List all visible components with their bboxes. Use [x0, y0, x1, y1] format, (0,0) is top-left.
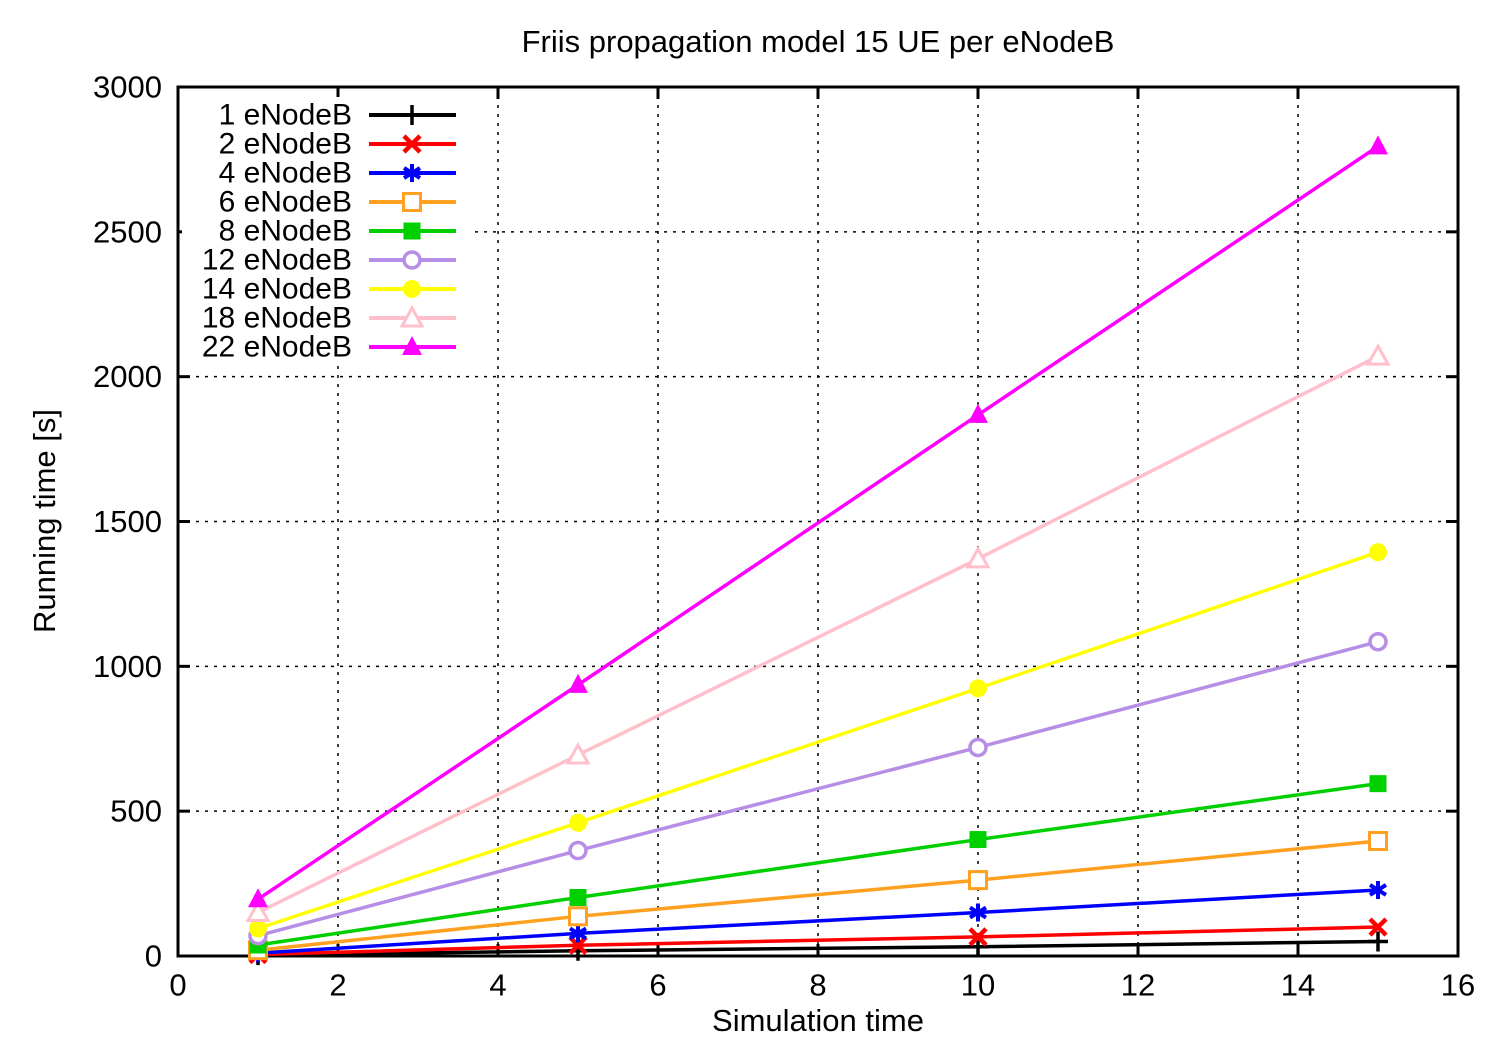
series-line [257, 550, 1379, 931]
y-tick-label: 2500 [93, 214, 162, 249]
marker-square-open [568, 906, 588, 927]
legend-label: 8 eNodeB [219, 215, 352, 248]
marker-triangle-open [245, 899, 271, 923]
series-8-eNodeB [249, 775, 1387, 954]
series-18-eNodeB [245, 343, 1391, 923]
y-tick-label: 2000 [93, 359, 162, 394]
series-line [257, 939, 1379, 957]
marker-asterisk [568, 924, 588, 943]
marker-triangle-filled [568, 673, 588, 693]
marker-square-filled [969, 831, 987, 849]
chart-title: Friis propagation model 15 UE per eNodeB [521, 24, 1115, 59]
marker-plus [402, 105, 422, 125]
series-22-eNodeB [248, 135, 1388, 908]
legend-label: 6 eNodeB [219, 186, 352, 219]
series-line [257, 925, 1379, 957]
legend-item-6-eNodeB: 6 eNodeB [219, 186, 456, 219]
x-axis-label: Simulation time [712, 1003, 924, 1038]
marker-circle-filled [569, 813, 587, 832]
y-tick-label: 3000 [93, 70, 162, 105]
legend-label: 12 eNodeB [202, 244, 352, 277]
y-tick-labels: 0 500 1000 1500 2000 2500 3000 [93, 70, 162, 974]
marker-x [402, 134, 422, 154]
x-tick-label: 2 [329, 967, 346, 1002]
series-line [257, 888, 1379, 955]
x-tick-label: 14 [1281, 967, 1315, 1002]
legend-label: 1 eNodeB [219, 99, 352, 132]
marker-triangle-open [965, 545, 991, 569]
marker-square-filled [569, 888, 587, 906]
marker-x [568, 935, 588, 955]
x-tick-label: 10 [961, 967, 995, 1002]
legend-item-4-eNodeB: 4 eNodeB [219, 157, 456, 190]
marker-circle-filled [249, 919, 267, 938]
marker-circle-open [968, 737, 988, 758]
marker-triangle-filled [1368, 135, 1388, 155]
series-14-eNodeB [249, 543, 1387, 938]
series-line [257, 354, 1379, 915]
series-line [257, 781, 1379, 947]
marker-triangle-filled [968, 403, 988, 423]
marker-circle-filled [1369, 543, 1387, 562]
legend-item-2-eNodeB: 2 eNodeB [219, 128, 456, 161]
legend-label: 2 eNodeB [219, 128, 352, 161]
legend-item-1-eNodeB: 1 eNodeB [219, 99, 456, 132]
marker-square-open [968, 870, 988, 891]
legend-item-12-eNodeB: 12 eNodeB [202, 244, 456, 277]
legend-item-14-eNodeB: 14 eNodeB [202, 273, 456, 306]
marker-circle-open [402, 250, 422, 270]
x-tick-label: 4 [489, 967, 506, 1002]
marker-triangle-filled [402, 336, 422, 355]
marker-square-open [1368, 831, 1388, 852]
marker-asterisk [968, 903, 988, 922]
legend-label: 4 eNodeB [219, 157, 352, 190]
marker-triangle-filled [248, 888, 268, 908]
y-tick-label: 1000 [93, 649, 162, 684]
x-tick-label: 12 [1121, 967, 1155, 1002]
y-tick-label: 500 [110, 794, 162, 829]
marker-square-filled [403, 222, 421, 240]
marker-triangle-open [565, 741, 591, 765]
marker-plus [968, 936, 988, 957]
y-axis-label-text: Running time [s] [27, 409, 62, 633]
marker-circle-open [1368, 631, 1388, 652]
legend-item-18-eNodeB: 18 eNodeB [202, 302, 456, 335]
x-tick-label: 0 [169, 967, 186, 1002]
marker-plus [1368, 931, 1388, 952]
marker-triangle-open [1365, 343, 1391, 366]
legend-item-8-eNodeB: 8 eNodeB [219, 215, 456, 248]
marker-triangle-open [399, 304, 425, 328]
marker-square-filled [1369, 775, 1387, 793]
marker-asterisk [402, 164, 422, 182]
x-tick-labels: 0 2 4 6 8 10 12 14 16 [169, 967, 1475, 1002]
x-tick-label: 16 [1441, 967, 1475, 1002]
series-line [257, 640, 1379, 938]
x-tick-label: 6 [649, 967, 666, 1002]
legend-label: 22 eNodeB [202, 331, 352, 364]
marker-x [968, 927, 988, 947]
marker-circle-filled [969, 679, 987, 698]
marker-circle-open [568, 840, 588, 861]
series-line [257, 839, 1379, 952]
marker-square-open [402, 192, 422, 212]
legend-label: 18 eNodeB [202, 302, 352, 335]
y-tick-label: 1500 [93, 504, 162, 539]
y-tick-label: 0 [145, 939, 162, 974]
marker-circle-filled [403, 280, 421, 298]
marker-asterisk [1368, 880, 1388, 899]
legend-item-22-eNodeB: 22 eNodeB [202, 331, 456, 364]
marker-x [1368, 917, 1388, 937]
legend-label: 14 eNodeB [202, 273, 352, 306]
series-line [257, 144, 1379, 901]
x-tick-label: 8 [809, 967, 826, 1002]
